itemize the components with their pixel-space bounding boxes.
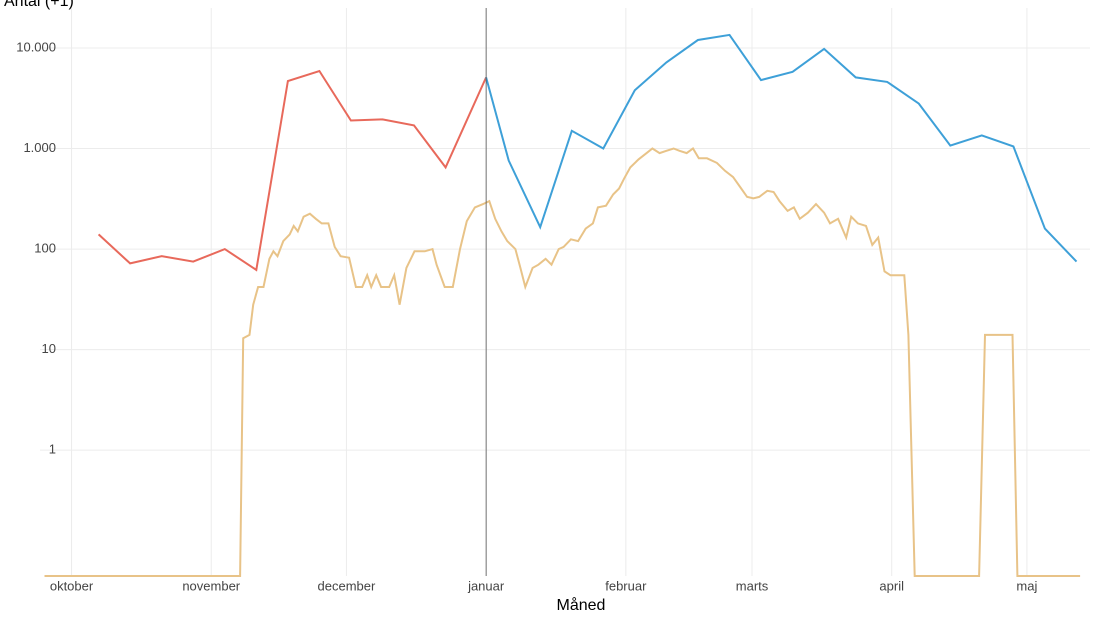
x-tick-label: december — [318, 578, 376, 593]
y-tick-label: 10.000 — [16, 39, 56, 54]
series-line — [485, 33, 1078, 263]
series-line — [97, 69, 488, 272]
y-tick-label: 1 — [49, 442, 56, 457]
x-tick-label: april — [879, 578, 904, 593]
x-tick-label: november — [182, 578, 240, 593]
x-tick-label: maj — [1016, 578, 1037, 593]
y-tick-label: 1.000 — [23, 140, 56, 155]
series-line — [44, 147, 1081, 577]
y-axis-label: Antal (+1) — [4, 0, 74, 10]
y-tick-label: 10 — [42, 341, 56, 356]
x-tick-label: januar — [467, 578, 505, 593]
x-tick-label: marts — [736, 578, 769, 593]
x-tick-label: februar — [605, 578, 647, 593]
x-axis-label: Måned — [557, 596, 606, 614]
x-tick-label: oktober — [50, 578, 94, 593]
y-tick-label: 100 — [34, 241, 56, 256]
